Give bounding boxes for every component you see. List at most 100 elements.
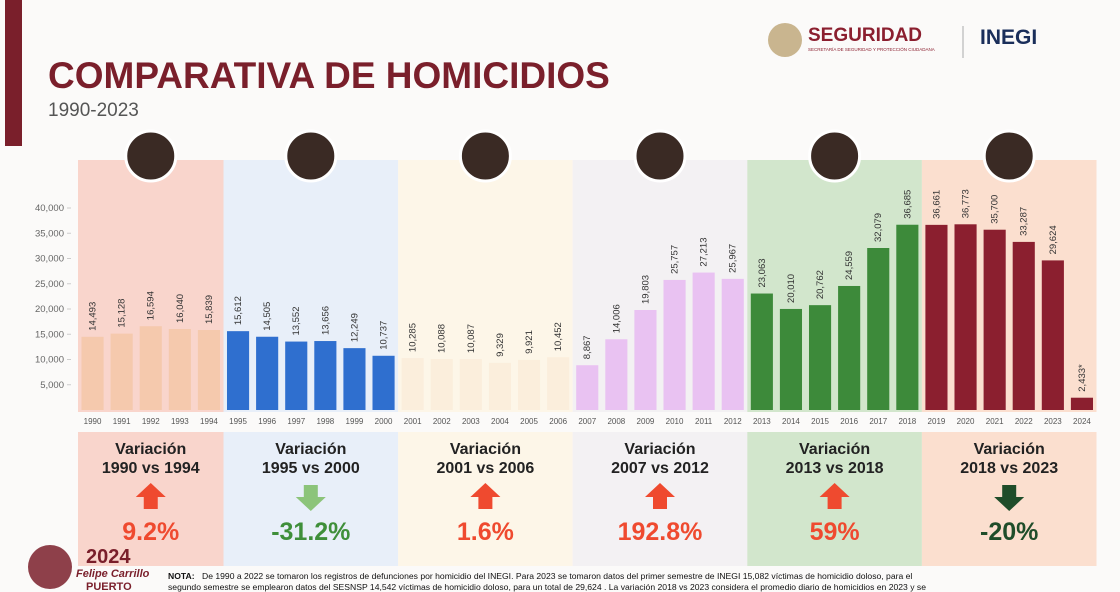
bar: [692, 272, 715, 410]
logo-inegi: INEGI: [980, 26, 1037, 49]
x-tick-label: 2021: [986, 417, 1004, 426]
bar: [838, 285, 861, 410]
bar: [314, 341, 337, 410]
x-tick-label: 2015: [811, 417, 829, 426]
variation-value: -31.2%: [271, 518, 350, 546]
variation-period: 2013 vs 2018: [786, 460, 884, 477]
value-label: 8,867: [582, 335, 593, 359]
x-tick-label: 2003: [462, 417, 480, 426]
bar: [925, 224, 948, 410]
x-tick-label: 2007: [578, 417, 596, 426]
x-tick-label: 2022: [1015, 417, 1033, 426]
bar: [401, 358, 424, 410]
value-label: 9,921: [524, 330, 535, 354]
bar: [430, 359, 453, 410]
value-label: 36,773: [961, 189, 972, 218]
variation-period: 1995 vs 2000: [262, 460, 360, 477]
period-panel: [398, 160, 573, 412]
portrait: [458, 129, 512, 183]
x-tick-label: 2023: [1044, 417, 1062, 426]
value-label: 29,624: [1048, 225, 1059, 254]
bar: [1070, 397, 1094, 410]
note-line: De 1990 a 2022 se tomaron los registros …: [202, 571, 912, 581]
bar: [168, 328, 191, 410]
bar: [139, 326, 162, 410]
value-label: 33,287: [1019, 207, 1030, 236]
bar: [343, 348, 366, 410]
bar: [517, 359, 541, 410]
value-label: 9,329: [495, 333, 506, 357]
bar: [954, 224, 977, 410]
footer-portrait: [28, 545, 72, 589]
variation-period: 2007 vs 2012: [611, 460, 709, 477]
value-label: 36,685: [902, 190, 913, 219]
portrait: [633, 129, 687, 183]
value-label: 15,612: [233, 296, 244, 325]
bar: [750, 293, 773, 410]
value-label: 15,128: [117, 299, 128, 328]
period-panel: [921, 160, 1097, 412]
x-tick-label: 1995: [229, 417, 247, 426]
value-label: 20,762: [815, 270, 826, 299]
x-tick-label: 1993: [171, 417, 189, 426]
variation-heading: Variación: [450, 441, 521, 458]
x-tick-label: 2014: [782, 417, 800, 426]
x-tick-label: 2000: [375, 417, 393, 426]
footer: 2024 Felipe Carrillo PUERTO NOTA: De 199…: [28, 545, 926, 592]
value-label: 24,559: [844, 251, 855, 280]
value-label: 10,452: [553, 322, 564, 351]
bar: [226, 331, 250, 410]
x-tick-label: 2011: [695, 417, 713, 426]
x-tick-label: 2012: [724, 417, 742, 426]
value-label: 20,010: [786, 274, 797, 303]
logo-main: SEGURIDAD: [808, 25, 922, 46]
value-label: 32,079: [873, 213, 884, 242]
bar: [576, 365, 599, 410]
period-panel: [572, 160, 748, 412]
y-tick-label: 35,000: [35, 228, 64, 239]
variation-value: -20%: [980, 518, 1038, 546]
variation-heading: Variación: [275, 441, 346, 458]
y-tick-label: 10,000: [35, 355, 64, 366]
variation-period: 1990 vs 1994: [102, 460, 200, 477]
value-label: 14,006: [611, 304, 622, 333]
value-label: 2,433*: [1077, 364, 1088, 392]
x-tick-label: 2020: [957, 417, 975, 426]
x-tick-label: 2019: [928, 417, 946, 426]
value-label: 10,088: [437, 324, 448, 353]
value-label: 10,285: [408, 323, 419, 352]
variation-value: 1.6%: [457, 518, 514, 546]
title: COMPARATIVA DE HOMICIDIOS: [48, 55, 610, 96]
x-tick-label: 1997: [287, 417, 305, 426]
y-tick-label: 20,000: [35, 304, 64, 315]
bar: [372, 355, 395, 410]
subtitle: 1990-2023: [48, 100, 139, 121]
footer-logo-year: 2024: [86, 546, 131, 568]
value-label: 15,839: [204, 295, 215, 324]
x-tick-label: 1998: [316, 417, 334, 426]
bar: [605, 339, 628, 410]
bar: [663, 279, 686, 410]
portrait: [808, 129, 862, 183]
bar: [1012, 241, 1035, 410]
x-tick-label: 2017: [869, 417, 887, 426]
variation-arrow: [135, 483, 166, 509]
portrait: [982, 129, 1036, 183]
bar: [721, 278, 744, 410]
x-tick-label: 1999: [346, 417, 364, 426]
variation-arrow: [994, 485, 1025, 511]
variation-value: 59%: [810, 518, 860, 546]
x-tick-label: 1992: [142, 417, 160, 426]
value-label: 12,249: [349, 313, 360, 342]
x-tick-label: 1994: [200, 417, 218, 426]
bar: [634, 309, 657, 410]
value-label: 27,213: [699, 238, 710, 267]
variation-arrow: [819, 483, 850, 509]
bar: [779, 308, 803, 410]
x-tick-label: 1990: [84, 417, 102, 426]
period-panel: [223, 160, 399, 412]
x-tick-label: 2013: [753, 417, 771, 426]
note-line: segundo semestre se emplearon datos del …: [168, 582, 926, 592]
accent-bar: [5, 0, 22, 146]
